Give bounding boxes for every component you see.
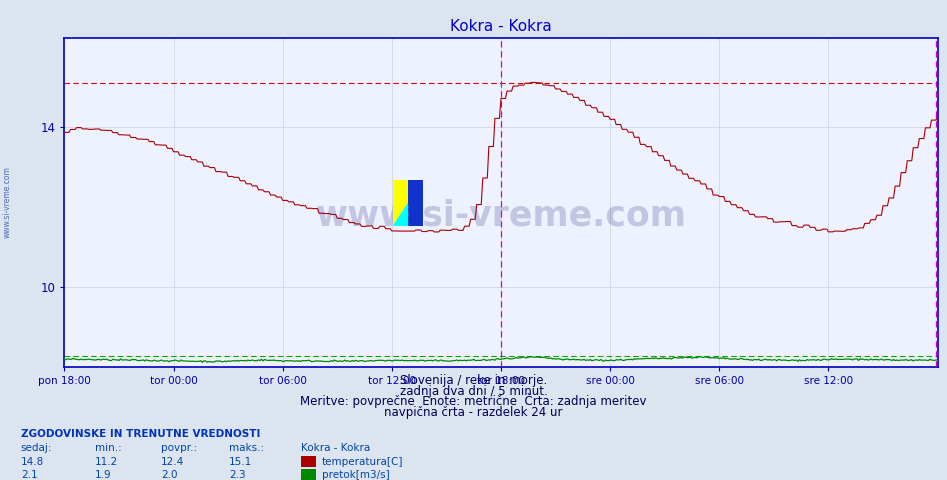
Title: Kokra - Kokra: Kokra - Kokra [450,20,552,35]
Text: sedaj:: sedaj: [21,443,52,453]
Text: povpr.:: povpr.: [161,443,197,453]
Text: Slovenija / reke in morje.: Slovenija / reke in morje. [400,374,547,387]
Text: pretok[m3/s]: pretok[m3/s] [322,470,390,480]
Text: min.:: min.: [95,443,121,453]
Text: 12.4: 12.4 [161,456,185,467]
Text: 2.0: 2.0 [161,470,177,480]
Text: zadnja dva dni / 5 minut.: zadnja dva dni / 5 minut. [400,384,547,397]
Polygon shape [393,203,408,226]
Text: www.si-vreme.com: www.si-vreme.com [3,166,12,238]
Polygon shape [393,180,423,226]
Text: Kokra - Kokra: Kokra - Kokra [301,443,370,453]
Text: ZGODOVINSKE IN TRENUTNE VREDNOSTI: ZGODOVINSKE IN TRENUTNE VREDNOSTI [21,429,260,439]
Text: 2.3: 2.3 [229,470,246,480]
Text: navpična črta - razdelek 24 ur: navpična črta - razdelek 24 ur [384,406,563,419]
Text: 11.2: 11.2 [95,456,118,467]
Polygon shape [393,180,423,226]
Text: www.si-vreme.com: www.si-vreme.com [315,199,687,233]
Polygon shape [408,180,423,226]
Text: maks.:: maks.: [229,443,264,453]
Text: temperatura[C]: temperatura[C] [322,456,403,467]
Text: 15.1: 15.1 [229,456,253,467]
Text: Meritve: povprečne  Enote: metrične  Črta: zadnja meritev: Meritve: povprečne Enote: metrične Črta:… [300,393,647,408]
Text: 2.1: 2.1 [21,470,38,480]
Text: 14.8: 14.8 [21,456,45,467]
Text: 1.9: 1.9 [95,470,112,480]
